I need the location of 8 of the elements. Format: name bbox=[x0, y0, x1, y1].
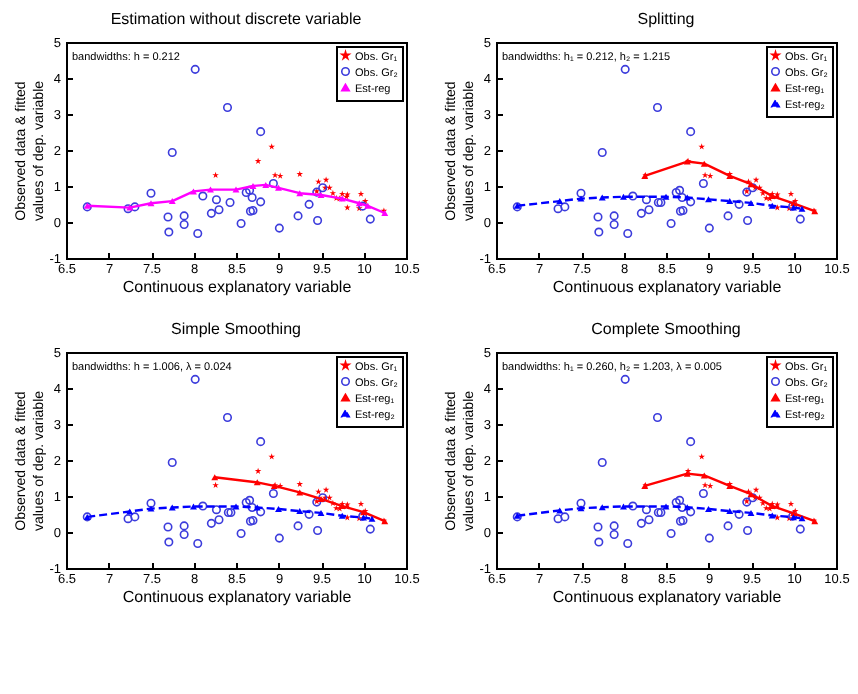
x-axis-title: Continuous explanatory variable bbox=[122, 588, 353, 606]
chart-title: Complete Smoothing bbox=[591, 320, 741, 338]
x-axis-title: Continuous explanatory variable bbox=[552, 588, 783, 606]
chart-title: Estimation without discrete variable bbox=[110, 10, 363, 28]
x-axis-title: Continuous explanatory variable bbox=[552, 278, 783, 296]
chart-title: Splitting bbox=[637, 10, 695, 28]
x-axis-title: Continuous explanatory variable bbox=[122, 278, 353, 296]
chart-title: Simple Smoothing bbox=[171, 320, 301, 338]
